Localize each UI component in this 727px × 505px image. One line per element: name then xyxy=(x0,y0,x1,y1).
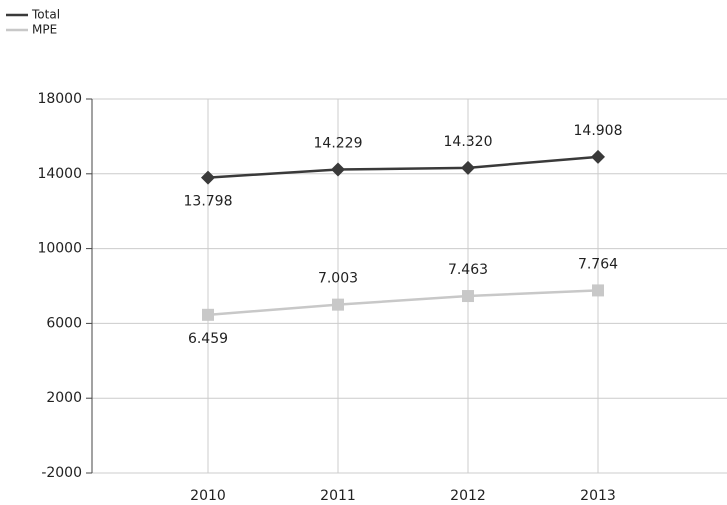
series-line xyxy=(207,289,599,317)
y-tick-label: 10000 xyxy=(37,241,82,257)
legend-label: Total xyxy=(31,8,60,22)
x-tick-label: 2012 xyxy=(450,488,486,504)
x-tick-label: 2011 xyxy=(320,488,356,504)
legend-label: MPE xyxy=(32,23,57,37)
data-label: 14.320 xyxy=(444,134,493,150)
marker xyxy=(461,160,475,175)
data-label: 14.908 xyxy=(574,123,623,139)
marker xyxy=(592,284,604,297)
x-tick-label: 2013 xyxy=(580,488,616,504)
y-tick-label: 2000 xyxy=(46,390,82,406)
marker xyxy=(591,149,605,164)
marker xyxy=(462,290,474,303)
marker xyxy=(331,162,345,177)
data-label: 7.003 xyxy=(318,271,358,287)
y-tick-label: 18000 xyxy=(37,91,82,107)
marker xyxy=(201,170,215,185)
series-line xyxy=(207,155,599,179)
y-tick-label: -2000 xyxy=(41,465,82,481)
data-label: 7.463 xyxy=(448,262,488,278)
marker xyxy=(332,298,344,311)
data-label: 6.459 xyxy=(188,331,228,347)
data-label: 14.229 xyxy=(314,136,363,152)
x-tick-label: 2010 xyxy=(190,488,226,504)
y-tick-label: 6000 xyxy=(46,315,82,331)
y-tick-label: 14000 xyxy=(37,166,82,182)
data-label: 13.798 xyxy=(184,194,233,210)
data-label: 7.764 xyxy=(578,256,618,272)
marker xyxy=(202,308,214,321)
